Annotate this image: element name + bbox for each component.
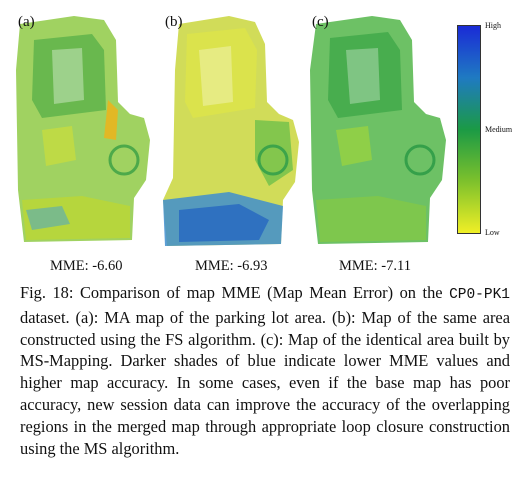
- color-scale-bar: [457, 25, 481, 234]
- colorbar-low-label: Low: [485, 228, 500, 237]
- map-panel-a: (a): [12, 10, 157, 252]
- mme-value-a: MME: -6.60: [50, 258, 123, 274]
- colorbar-medium-label: Medium: [485, 125, 513, 134]
- figure-caption: Fig. 18: Comparison of map MME (Map Mean…: [20, 282, 510, 459]
- caption-dataset-name: CP0-PK1: [449, 287, 510, 303]
- map-image-b: [163, 16, 299, 246]
- mme-value-c: MME: -7.11: [339, 258, 411, 274]
- caption-fig-label: Fig. 18: Comparison of map MME (Map Mean…: [20, 283, 443, 302]
- map-image-a: [16, 16, 150, 242]
- map-image-c: [310, 16, 446, 244]
- map-panel-b: (b): [159, 10, 304, 252]
- mme-value-b: MME: -6.93: [195, 258, 268, 274]
- colorbar-high-label: High: [485, 21, 501, 30]
- panel-label-b: (b): [165, 14, 183, 30]
- panel-label-c: (c): [312, 14, 329, 30]
- map-panel-c: (c): [306, 10, 451, 252]
- panel-label-a: (a): [18, 14, 35, 30]
- caption-body: dataset. (a): MA map of the parking lot …: [20, 307, 510, 458]
